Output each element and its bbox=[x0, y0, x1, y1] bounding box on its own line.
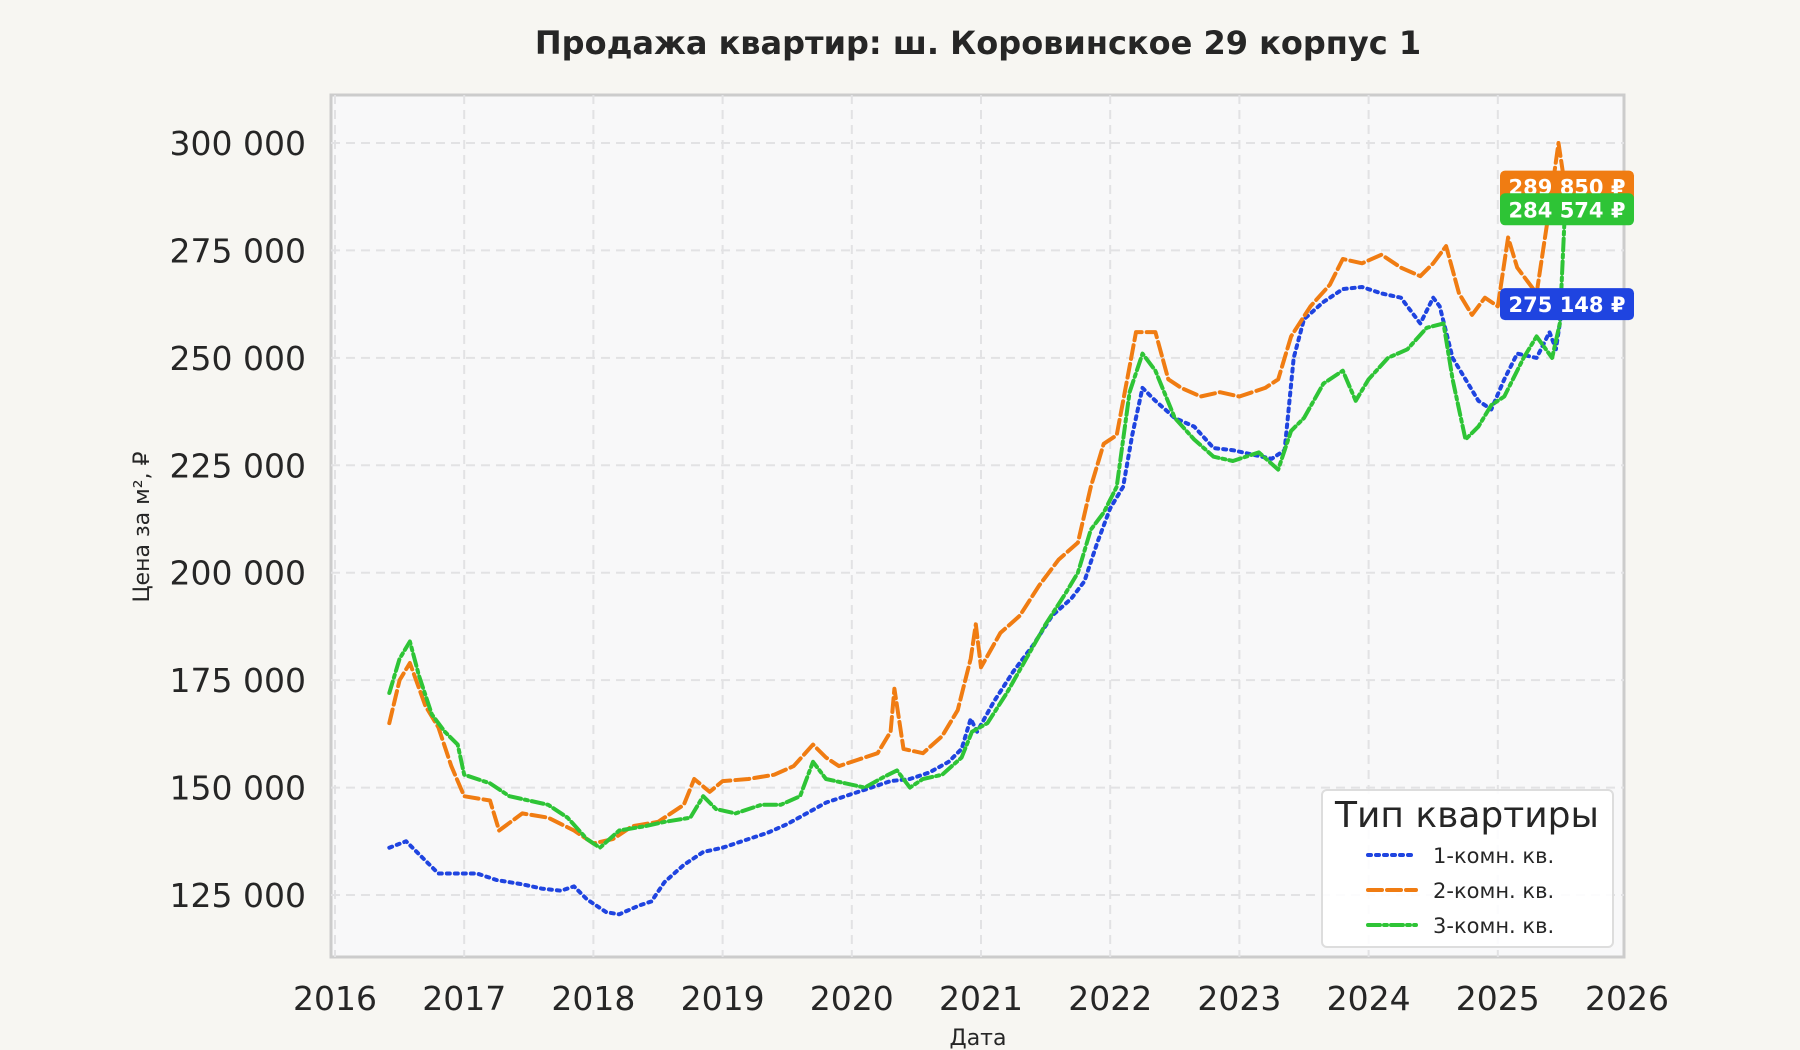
y-tick-label: 300 000 bbox=[170, 124, 306, 163]
x-tick-label: 2021 bbox=[939, 979, 1023, 1018]
legend-entry: 1-комн. кв. bbox=[1433, 844, 1554, 868]
value-badge bbox=[1500, 193, 1634, 226]
series-line bbox=[387, 207, 1567, 850]
grid bbox=[331, 95, 1624, 957]
x-tick-label: 2018 bbox=[551, 979, 635, 1018]
y-tick-label: 175 000 bbox=[170, 661, 306, 700]
legend-entry: 3-комн. кв. bbox=[1433, 914, 1554, 938]
y-tick-label: 275 000 bbox=[170, 231, 306, 270]
x-axis-label: Дата bbox=[950, 1026, 1007, 1050]
x-axis-ticks: 2016 2017 2018 2019 2020 2021 2022 2023 2024 2025… bbox=[293, 979, 1669, 1018]
x-tick-label: 2022 bbox=[1068, 979, 1152, 1018]
x-tick-label: 2023 bbox=[1197, 979, 1281, 1018]
x-tick-label: 2016 bbox=[293, 979, 377, 1018]
value-badge-label: 275 148 ₽ bbox=[1509, 293, 1626, 317]
x-tick-label: 2026 bbox=[1585, 979, 1669, 1018]
legend-box bbox=[1321, 789, 1614, 948]
value-badge bbox=[1500, 288, 1634, 321]
y-axis-ticks: 125 000 150 000 175 000 200 000 225 000 250 0… bbox=[170, 124, 306, 915]
x-tick-label: 2024 bbox=[1327, 979, 1411, 1018]
x-tick-label: 2020 bbox=[810, 979, 894, 1018]
chart-title: Продажа квартир: ш. Коровинское 29 корпу… bbox=[535, 24, 1421, 62]
y-tick-label: 200 000 bbox=[170, 554, 306, 593]
legend-entry: 2-комн. кв. bbox=[1433, 879, 1554, 903]
value-badge-label: 284 574 ₽ bbox=[1509, 198, 1626, 222]
x-tick-label: 2017 bbox=[422, 979, 506, 1018]
series-layer bbox=[387, 141, 1567, 917]
y-tick-label: 150 000 bbox=[170, 769, 306, 808]
x-tick-label: 2019 bbox=[681, 979, 765, 1018]
y-axis-label: Цена за м², ₽ bbox=[130, 451, 155, 602]
y-tick-label: 250 000 bbox=[170, 339, 306, 378]
legend-title: Тип квартиры bbox=[1334, 795, 1599, 836]
x-tick-label: 2025 bbox=[1456, 979, 1540, 1018]
legend: Тип квартиры 1-комн. кв. 2-комн. кв. 3-ком… bbox=[1321, 789, 1614, 948]
series-line bbox=[387, 141, 1567, 846]
value-badges: 275 148 ₽289 850 ₽284 574 ₽ bbox=[1500, 170, 1634, 321]
y-tick-label: 225 000 bbox=[170, 446, 306, 485]
y-tick-label: 125 000 bbox=[170, 876, 306, 915]
